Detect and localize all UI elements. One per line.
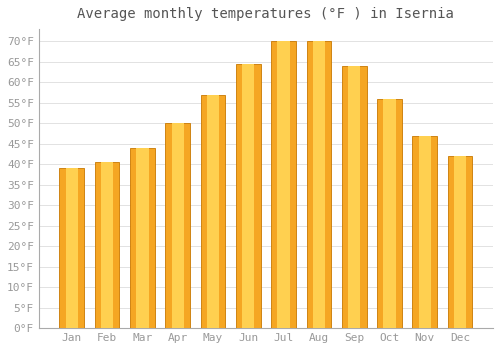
Bar (172, 123, 184, 328)
Bar (166, 123, 190, 328)
Bar (377, 99, 402, 328)
Title: Average monthly temperatures (°F ) in Isernia: Average monthly temperatures (°F ) in Is… (78, 7, 454, 21)
Bar (418, 135, 431, 328)
Bar (306, 41, 331, 328)
Bar (271, 41, 296, 328)
Bar (130, 148, 155, 328)
Bar (101, 162, 114, 328)
Bar (60, 168, 84, 328)
Bar (448, 156, 472, 328)
Bar (200, 94, 226, 328)
Bar (342, 66, 366, 328)
Bar (136, 148, 148, 328)
Bar (242, 64, 254, 328)
Bar (384, 99, 396, 328)
Bar (312, 41, 325, 328)
Bar (278, 41, 290, 328)
Bar (94, 162, 120, 328)
Bar (348, 66, 360, 328)
Bar (66, 168, 78, 328)
Bar (412, 135, 437, 328)
Bar (454, 156, 466, 328)
Bar (236, 64, 260, 328)
Bar (207, 94, 219, 328)
